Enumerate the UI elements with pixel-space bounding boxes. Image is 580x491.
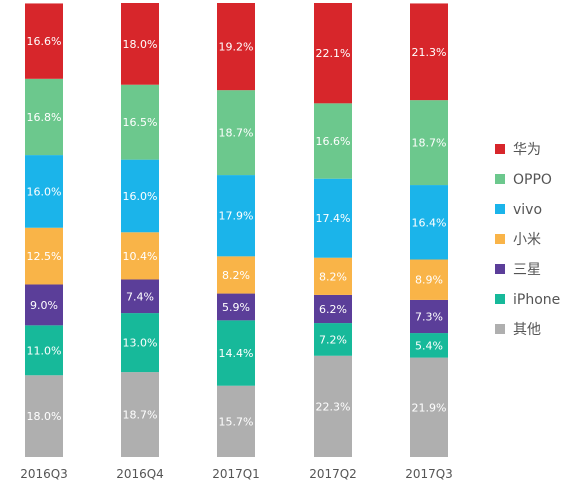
x-tick-label-2016Q3: 2016Q3	[20, 467, 68, 481]
legend-swatch-OPPO	[495, 174, 505, 184]
bar-segment-2016Q4-iPhone	[121, 313, 159, 373]
bar-segment-2017Q2-华为	[314, 3, 352, 104]
legend-label-小米: 小米	[513, 232, 541, 248]
legend-swatch-vivo	[495, 204, 505, 214]
bar-segment-2017Q3-小米	[410, 259, 448, 300]
x-tick-label-2017Q1: 2017Q1	[212, 467, 260, 481]
bar-segment-2016Q3-小米	[25, 227, 63, 285]
data-label-2017Q1-小米: 8.2%	[222, 269, 250, 282]
bar-segment-2017Q1-vivo	[217, 175, 255, 257]
data-label-2016Q3-vivo: 16.0%	[27, 185, 62, 198]
data-label-2017Q3-小米: 8.9%	[415, 274, 443, 287]
bar-segment-2016Q3-华为	[25, 3, 63, 79]
bar-segment-2016Q4-小米	[121, 232, 159, 280]
x-tick-label-2016Q4: 2016Q4	[116, 467, 164, 481]
x-tick-label-2017Q3: 2017Q3	[405, 467, 453, 481]
data-label-2016Q3-OPPO: 16.8%	[27, 111, 62, 124]
bar-segment-2016Q3-vivo	[25, 155, 63, 228]
bar-segment-2017Q3-vivo	[410, 185, 448, 260]
data-label-2016Q3-iPhone: 11.0%	[27, 344, 62, 357]
data-label-2017Q3-其他: 21.9%	[412, 401, 447, 414]
data-label-2017Q1-华为: 19.2%	[219, 41, 254, 54]
bar-segment-2016Q4-三星	[121, 279, 159, 314]
data-label-2017Q3-华为: 21.3%	[412, 46, 447, 59]
data-label-2016Q3-小米: 12.5%	[27, 250, 62, 263]
data-label-2016Q3-三星: 9.0%	[30, 299, 58, 312]
legend-label-vivo: vivo	[513, 202, 542, 218]
bar-segment-2017Q2-OPPO	[314, 103, 352, 179]
data-label-2017Q3-三星: 7.3%	[415, 310, 443, 323]
data-label-2017Q2-三星: 6.2%	[319, 303, 347, 316]
legend-swatch-其他	[495, 324, 505, 334]
bar-segment-2017Q3-OPPO	[410, 100, 448, 186]
bar-segment-2017Q3-iPhone	[410, 333, 448, 358]
bar-segment-2017Q3-其他	[410, 357, 448, 457]
x-axis: 2016Q3 2016Q4 2017Q1 2017Q2 2017Q3	[20, 467, 453, 481]
bar-segment-2016Q4-其他	[121, 372, 159, 457]
data-label-2016Q4-华为: 18.0%	[123, 38, 158, 51]
legend-label-华为: 华为	[513, 142, 541, 158]
data-label-2016Q4-OPPO: 16.5%	[123, 116, 158, 129]
legend-label-三星: 三星	[513, 262, 541, 278]
bar-segment-2016Q3-OPPO	[25, 78, 63, 156]
data-label-2016Q4-vivo: 16.0%	[123, 190, 158, 203]
data-label-2017Q2-华为: 22.1%	[316, 47, 351, 60]
bars-layer: 18.0% 11.0% 9.0% 12.5% 16.0% 16.8% 16.6% 18.7% 1…	[25, 3, 448, 457]
data-label-2017Q2-其他: 22.3%	[316, 400, 351, 413]
bar-segment-2017Q2-其他	[314, 355, 352, 457]
data-label-2016Q4-小米: 10.4%	[123, 250, 158, 263]
legend-swatch-三星	[495, 264, 505, 274]
legend-swatch-iPhone	[495, 294, 505, 304]
data-label-2017Q1-iPhone: 14.4%	[219, 347, 254, 360]
bar-segment-2017Q2-三星	[314, 294, 352, 324]
legend-label-OPPO: OPPO	[513, 172, 552, 188]
bar-segment-2017Q2-小米	[314, 257, 352, 295]
bar-segment-2016Q3-其他	[25, 375, 63, 457]
bar-segment-2017Q1-华为	[217, 3, 255, 91]
legend-swatch-华为	[495, 144, 505, 154]
data-label-2017Q3-iPhone: 5.4%	[415, 339, 443, 352]
legend-label-iPhone: iPhone	[513, 292, 560, 308]
data-label-2017Q1-OPPO: 18.7%	[219, 127, 254, 140]
x-tick-label-2017Q2: 2017Q2	[309, 467, 357, 481]
legend-swatch-小米	[495, 234, 505, 244]
data-label-2016Q4-三星: 7.4%	[126, 290, 154, 303]
bar-segment-2017Q1-其他	[217, 385, 255, 457]
data-label-2017Q2-iPhone: 7.2%	[319, 333, 347, 346]
bar-segment-2016Q3-iPhone	[25, 325, 63, 376]
bar-segment-2017Q1-三星	[217, 293, 255, 321]
data-label-2017Q3-vivo: 16.4%	[412, 216, 447, 229]
bar-segment-2017Q3-华为	[410, 3, 448, 101]
bar-segment-2016Q4-华为	[121, 3, 159, 85]
data-label-2016Q4-iPhone: 13.0%	[123, 337, 158, 350]
bar-segment-2017Q1-OPPO	[217, 90, 255, 176]
data-label-2017Q1-三星: 5.9%	[222, 301, 250, 314]
data-label-2017Q1-vivo: 17.9%	[219, 210, 254, 223]
bar-segment-2017Q1-小米	[217, 256, 255, 294]
bar-segment-2016Q4-OPPO	[121, 84, 159, 160]
data-label-2017Q1-其他: 15.7%	[219, 415, 254, 428]
data-label-2016Q3-华为: 16.6%	[27, 35, 62, 48]
bar-segment-2017Q2-vivo	[314, 178, 352, 258]
data-label-2016Q3-其他: 18.0%	[27, 410, 62, 423]
bar-segment-2016Q3-三星	[25, 284, 63, 326]
legend-label-其他: 其他	[513, 322, 541, 338]
data-label-2017Q3-OPPO: 18.7%	[412, 137, 447, 150]
data-label-2017Q2-OPPO: 16.6%	[316, 135, 351, 148]
data-label-2016Q4-其他: 18.7%	[123, 409, 158, 422]
bar-segment-2017Q1-iPhone	[217, 320, 255, 386]
data-label-2017Q2-小米: 8.2%	[319, 270, 347, 283]
data-label-2017Q2-vivo: 17.4%	[316, 212, 351, 225]
bar-segment-2017Q3-三星	[410, 299, 448, 334]
bar-segment-2016Q4-vivo	[121, 159, 159, 233]
bar-segment-2017Q2-iPhone	[314, 323, 352, 356]
